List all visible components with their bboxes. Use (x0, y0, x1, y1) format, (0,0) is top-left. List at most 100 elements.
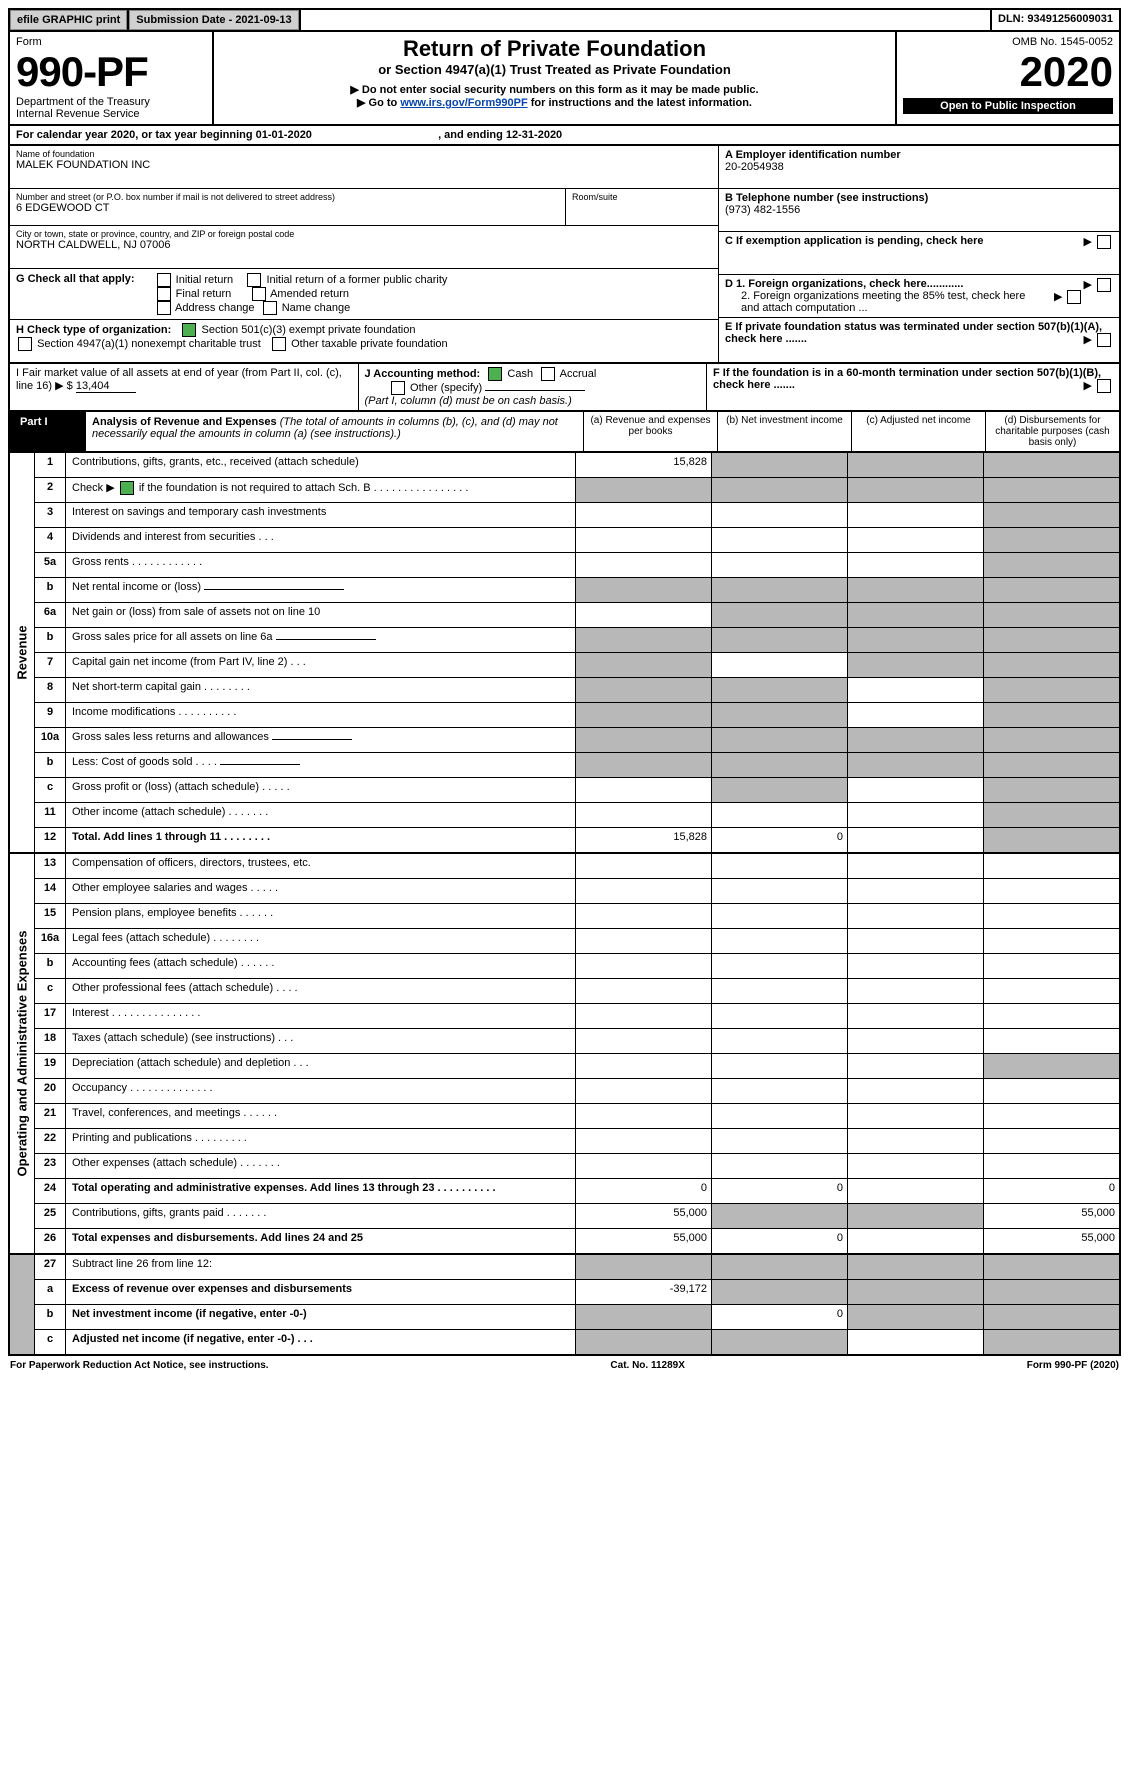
j2: Accrual (560, 368, 597, 380)
desc: Taxes (attach schedule) (see instruction… (66, 1029, 576, 1053)
title-main: Return of Private Foundation (220, 36, 889, 62)
chk-schb[interactable] (120, 481, 134, 495)
j-label: J Accounting method: (365, 368, 481, 380)
desc: Adjusted net income (if negative, enter … (66, 1330, 576, 1354)
i-label: I Fair market value of all assets at end… (16, 367, 342, 392)
submission-date-btn[interactable]: Submission Date - 2021-09-13 (129, 10, 298, 30)
warn2b: for instructions and the latest informat… (528, 97, 752, 109)
chk-other-tax[interactable] (272, 337, 286, 351)
ln: 18 (35, 1029, 66, 1053)
desc: Total. Add lines 1 through 11 . . . . . … (66, 828, 576, 852)
g5: Address change (175, 302, 255, 314)
ln: 8 (35, 678, 66, 702)
desc: Other employee salaries and wages . . . … (66, 879, 576, 903)
desc: Depreciation (attach schedule) and deple… (66, 1054, 576, 1078)
desc: Total operating and administrative expen… (66, 1179, 576, 1203)
desc: Interest . . . . . . . . . . . . . . . (66, 1004, 576, 1028)
cell-b: 0 (712, 1179, 848, 1203)
chk-d2[interactable] (1067, 290, 1081, 304)
side27 (10, 1255, 35, 1354)
city-label: City or town, state or province, country… (16, 229, 712, 239)
chk-name-change[interactable] (263, 301, 277, 315)
footer: For Paperwork Reduction Act Notice, see … (8, 1356, 1121, 1375)
chk-initial[interactable] (157, 273, 171, 287)
desc: Less: Cost of goods sold . . . . (66, 753, 576, 777)
tax-year: 2020 (903, 48, 1113, 96)
expense-section: Operating and Administrative Expenses 13… (8, 854, 1121, 1255)
cell-b: 0 (712, 1229, 848, 1253)
ln: c (35, 778, 66, 802)
ln: c (35, 1330, 66, 1354)
omb: OMB No. 1545-0052 (903, 36, 1113, 48)
warn2: ▶ Go to www.irs.gov/Form990PF for instru… (220, 96, 889, 109)
ln: 17 (35, 1004, 66, 1028)
cell-a: 15,828 (576, 828, 712, 852)
chk-initial-former[interactable] (247, 273, 261, 287)
col-d: (d) Disbursements for charitable purpose… (986, 412, 1119, 451)
part1-title: Analysis of Revenue and Expenses (92, 416, 277, 428)
desc: Net investment income (if negative, ente… (66, 1305, 576, 1329)
ln: c (35, 979, 66, 1003)
cal-b: , and ending (438, 129, 506, 141)
desc: Net rental income or (loss) (66, 578, 576, 602)
revenue-section: Revenue 1Contributions, gifts, grants, e… (8, 453, 1121, 854)
efile-print-btn[interactable]: efile GRAPHIC print (10, 10, 127, 30)
name-label: Name of foundation (16, 149, 712, 159)
form-word: Form (16, 36, 206, 48)
e-label: E If private foundation status was termi… (725, 321, 1102, 345)
cal-end: 12-31-2020 (506, 129, 562, 141)
chk-4947[interactable] (18, 337, 32, 351)
chk-501c3[interactable] (182, 323, 196, 337)
title-sub: or Section 4947(a)(1) Trust Treated as P… (220, 62, 889, 77)
desc: Excess of revenue over expenses and disb… (66, 1280, 576, 1304)
form-number: 990-PF (16, 48, 206, 96)
c-label: C If exemption application is pending, c… (725, 235, 984, 247)
ln: 4 (35, 528, 66, 552)
cal-begin: 01-01-2020 (256, 129, 312, 141)
desc: Income modifications . . . . . . . . . . (66, 703, 576, 727)
desc: Travel, conferences, and meetings . . . … (66, 1104, 576, 1128)
desc: Dividends and interest from securities .… (66, 528, 576, 552)
chk-final[interactable] (157, 287, 171, 301)
chk-addr-change[interactable] (157, 301, 171, 315)
chk-f[interactable] (1097, 379, 1111, 393)
chk-e[interactable] (1097, 333, 1111, 347)
city: NORTH CALDWELL, NJ 07006 (16, 239, 712, 251)
a-label: A Employer identification number (725, 149, 901, 161)
ln: 5a (35, 553, 66, 577)
desc: Pension plans, employee benefits . . . .… (66, 904, 576, 928)
footer-mid: Cat. No. 11289X (610, 1360, 684, 1371)
ln: 3 (35, 503, 66, 527)
irs: Internal Revenue Service (16, 108, 206, 120)
ln: 27 (35, 1255, 66, 1279)
ln: 14 (35, 879, 66, 903)
ln: 11 (35, 803, 66, 827)
ln: 6a (35, 603, 66, 627)
h1: Section 501(c)(3) exempt private foundat… (201, 324, 415, 336)
chk-other-acct[interactable] (391, 381, 405, 395)
cell-d: 55,000 (984, 1204, 1119, 1228)
chk-d1[interactable] (1097, 278, 1111, 292)
ln: 10a (35, 728, 66, 752)
ln: 25 (35, 1204, 66, 1228)
addr: 6 EDGEWOOD CT (16, 202, 559, 214)
j-note: (Part I, column (d) must be on cash basi… (365, 395, 572, 407)
irs-link[interactable]: www.irs.gov/Form990PF (400, 97, 527, 109)
desc: Other income (attach schedule) . . . . .… (66, 803, 576, 827)
chk-c[interactable] (1097, 235, 1111, 249)
desc: Other expenses (attach schedule) . . . .… (66, 1154, 576, 1178)
ln: 22 (35, 1129, 66, 1153)
desc: Other professional fees (attach schedule… (66, 979, 576, 1003)
f-label: F If the foundation is in a 60-month ter… (713, 367, 1101, 391)
chk-accrual[interactable] (541, 367, 555, 381)
info-grid: Name of foundation MALEK FOUNDATION INC … (8, 146, 1121, 364)
desc: Contributions, gifts, grants paid . . . … (66, 1204, 576, 1228)
chk-cash[interactable] (488, 367, 502, 381)
footer-right: Form 990-PF (2020) (1027, 1360, 1119, 1371)
ln: b (35, 753, 66, 777)
chk-amended[interactable] (252, 287, 266, 301)
desc: Gross sales less returns and allowances (66, 728, 576, 752)
ln: 23 (35, 1154, 66, 1178)
g6: Name change (282, 302, 351, 314)
ln: 24 (35, 1179, 66, 1203)
